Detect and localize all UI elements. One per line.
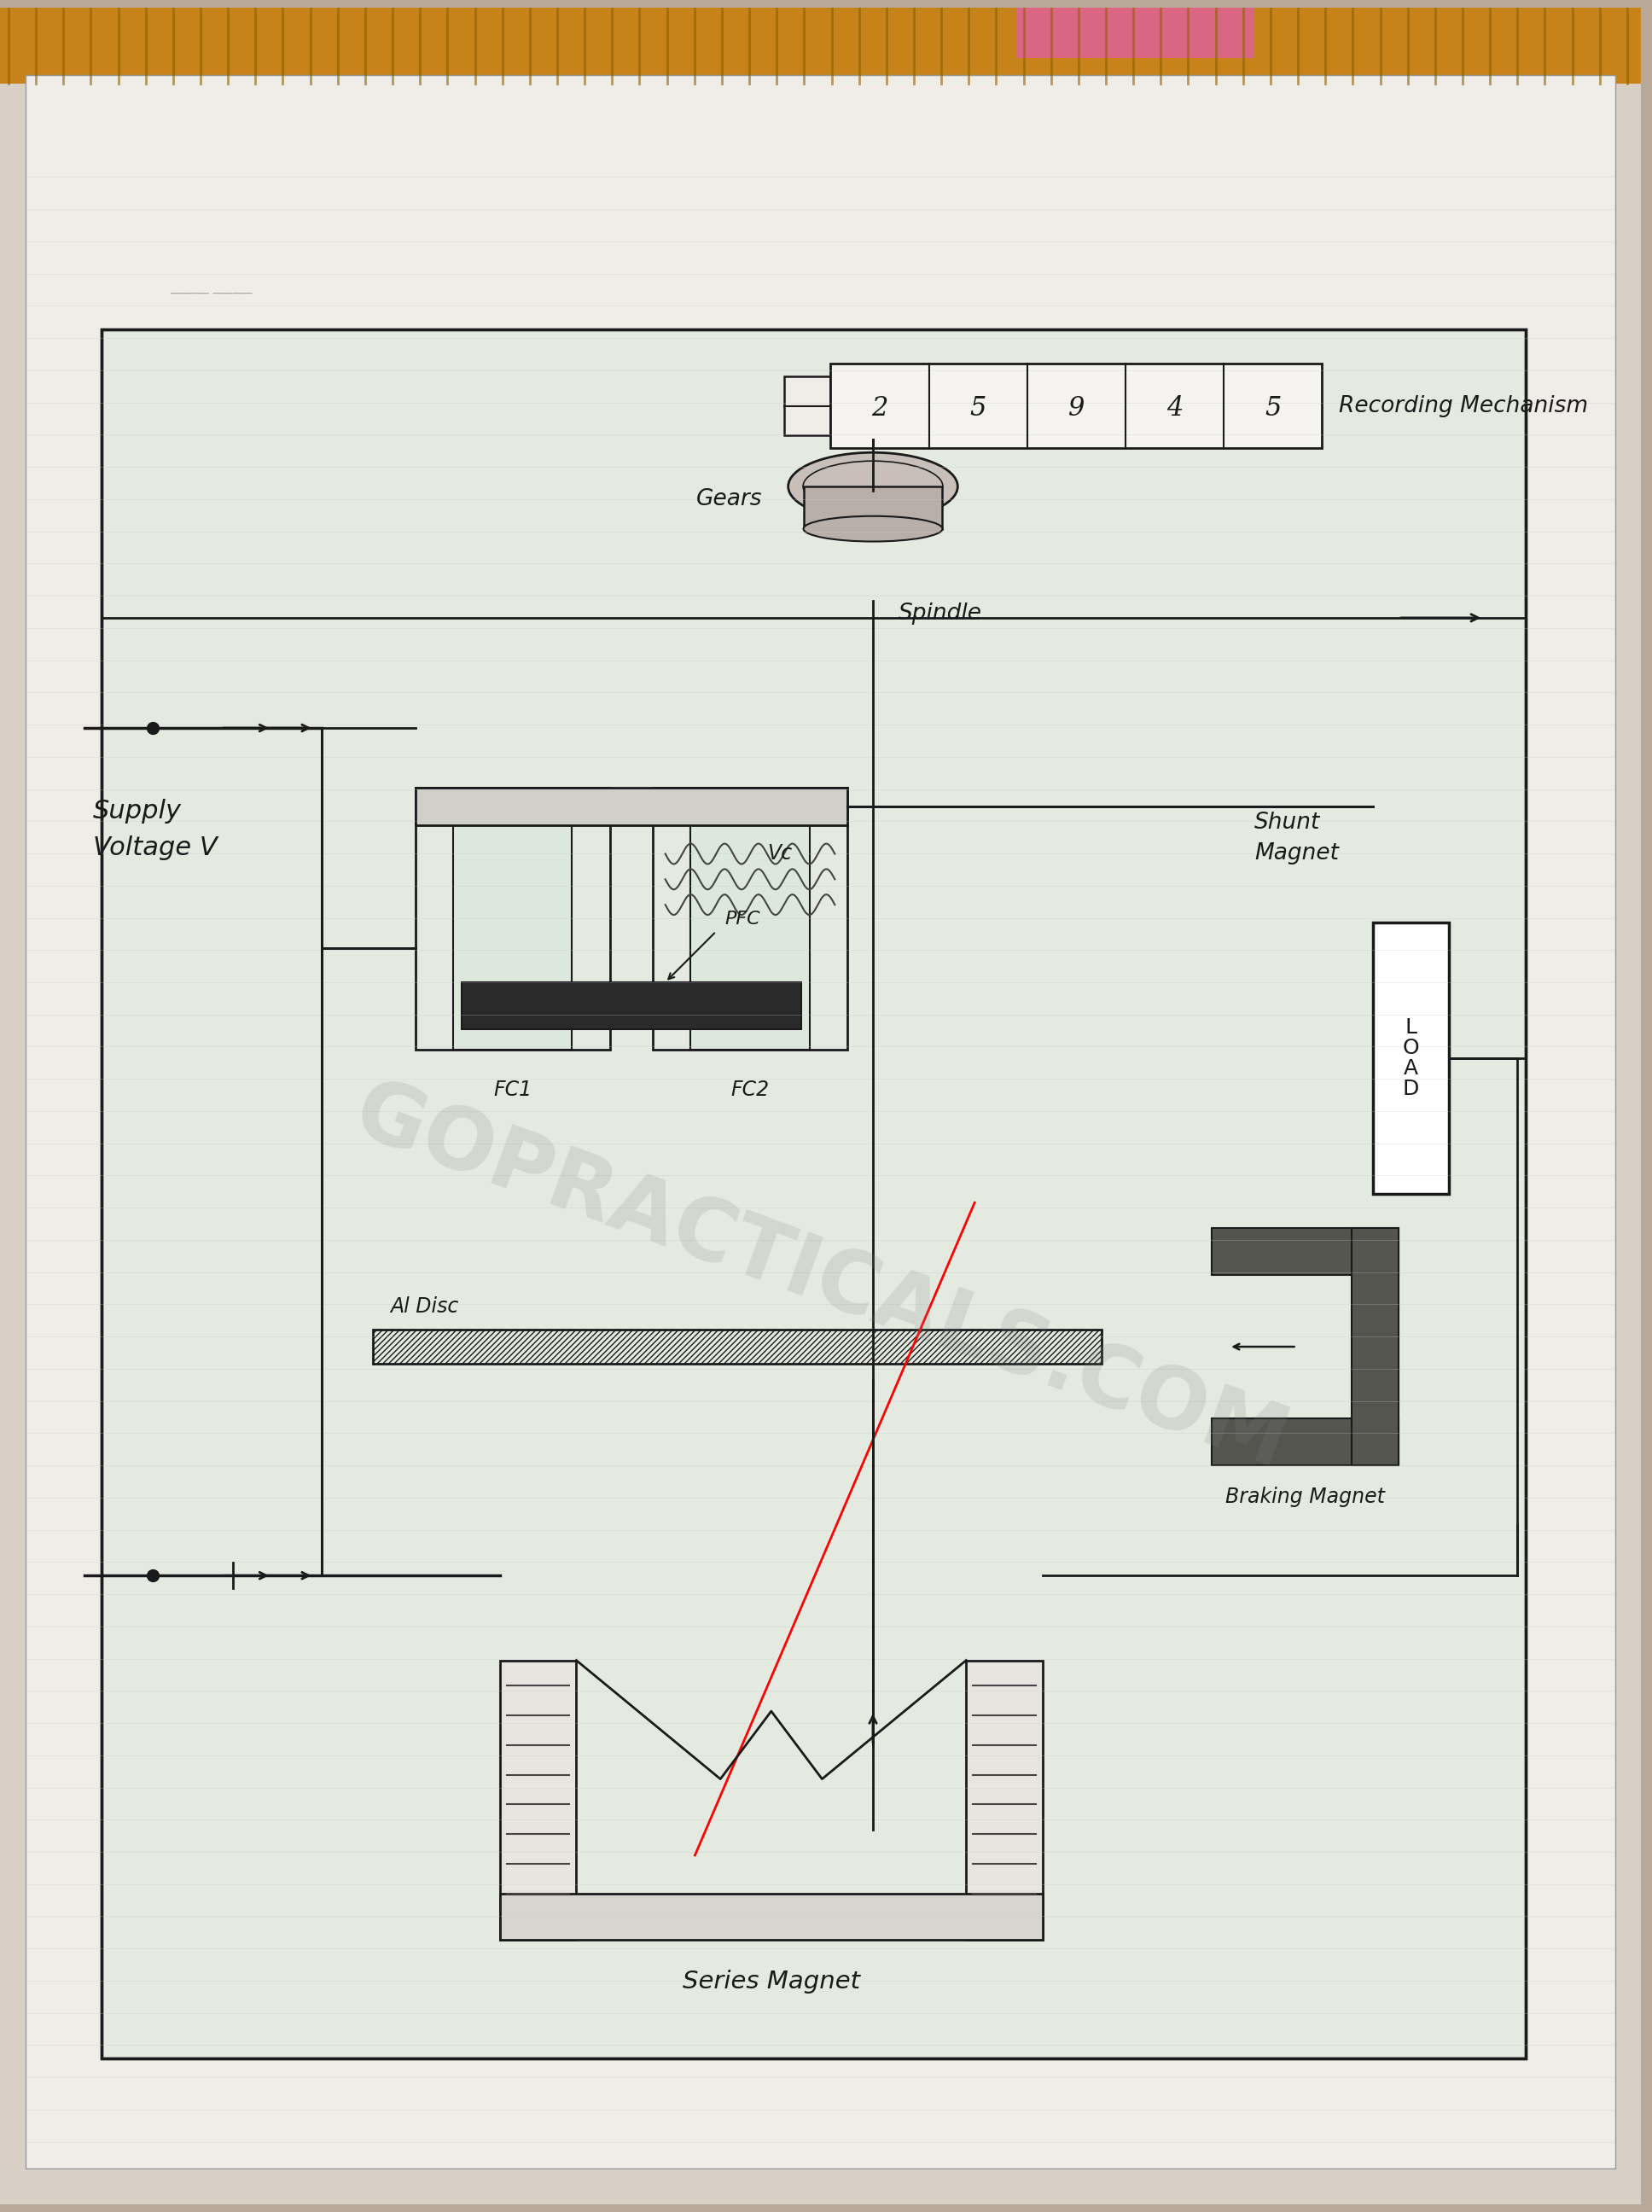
Text: 5: 5 xyxy=(970,396,986,422)
Text: GOPRACTICALS.COM: GOPRACTICALS.COM xyxy=(344,1071,1298,1486)
Text: 4: 4 xyxy=(1166,396,1183,422)
Bar xyxy=(785,376,831,436)
Bar xyxy=(1213,1418,1398,1464)
Bar xyxy=(653,787,847,1051)
Bar xyxy=(691,825,809,1051)
Ellipse shape xyxy=(788,453,958,520)
Bar xyxy=(415,787,847,825)
Text: Gears: Gears xyxy=(695,489,762,511)
Text: Shunt
Magnet: Shunt Magnet xyxy=(1254,812,1338,865)
Bar xyxy=(453,825,572,1051)
Bar xyxy=(1351,1228,1398,1464)
Bar xyxy=(1373,922,1449,1194)
Bar xyxy=(966,1661,1042,1940)
Text: Al Disc: Al Disc xyxy=(390,1296,459,1316)
Bar xyxy=(1213,1228,1398,1274)
Text: Braking Magnet: Braking Magnet xyxy=(1226,1486,1384,1506)
Text: Vc: Vc xyxy=(767,843,791,863)
Text: Supply
Voltage V: Supply Voltage V xyxy=(93,799,218,860)
Ellipse shape xyxy=(803,515,942,542)
Text: PFC: PFC xyxy=(725,909,760,927)
Text: Recording Mechanism: Recording Mechanism xyxy=(1340,394,1588,418)
Text: 9: 9 xyxy=(1069,396,1085,422)
Text: ______ ______: ______ ______ xyxy=(170,281,251,294)
Bar xyxy=(373,1329,1102,1363)
Bar xyxy=(0,7,1640,84)
Text: L
O
A
D: L O A D xyxy=(1403,1018,1419,1099)
Bar xyxy=(102,330,1525,2059)
Text: Series Magnet: Series Magnet xyxy=(682,1969,861,1993)
Bar xyxy=(803,487,942,529)
Bar xyxy=(102,330,1525,2059)
Bar xyxy=(415,787,610,1051)
Text: FC1: FC1 xyxy=(494,1079,532,1099)
Text: 5: 5 xyxy=(1265,396,1282,422)
Bar xyxy=(501,1893,1042,1940)
Text: Spindle: Spindle xyxy=(899,602,981,624)
Bar xyxy=(831,363,1322,449)
Text: 2: 2 xyxy=(872,396,889,422)
Bar xyxy=(463,982,801,1029)
Bar xyxy=(501,1661,577,1940)
Text: FC2: FC2 xyxy=(730,1079,770,1099)
Bar xyxy=(1018,7,1254,58)
